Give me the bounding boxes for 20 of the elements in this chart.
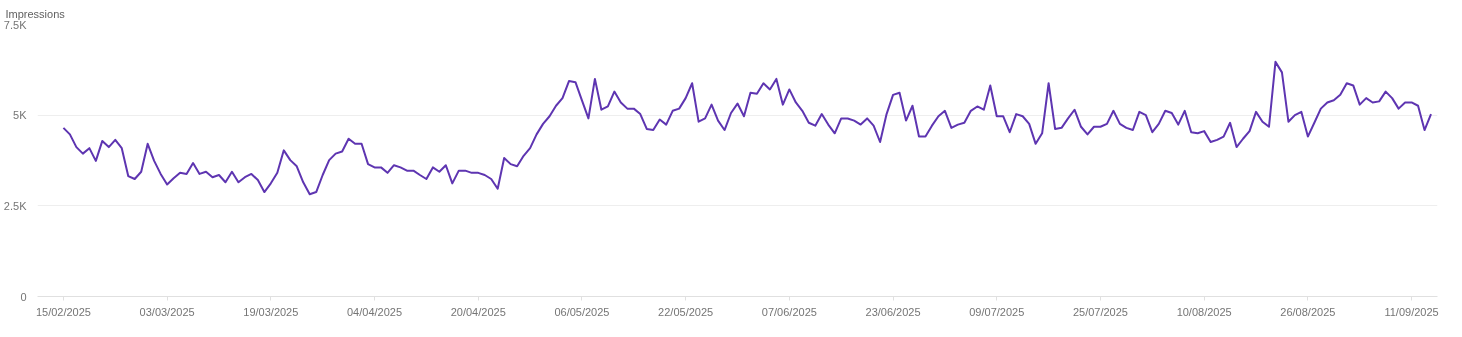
x-tick-label: 26/08/2025 — [1280, 305, 1336, 318]
x-tick-label: 10/08/2025 — [1176, 305, 1232, 318]
x-tick-label: 07/06/2025 — [761, 305, 817, 318]
x-tick-label: 25/07/2025 — [1072, 305, 1128, 318]
x-tick-label: 09/07/2025 — [969, 305, 1025, 318]
y-tick-label: 0 — [20, 290, 27, 303]
x-tick-label: 19/03/2025 — [243, 305, 299, 318]
x-tick-label: 06/05/2025 — [554, 305, 610, 318]
x-tick-label: 22/05/2025 — [658, 305, 714, 318]
y-tick-label: 5K — [13, 109, 28, 122]
y-tick-label: 2.5K — [3, 199, 28, 212]
x-tick-label: 11/09/2025 — [1384, 305, 1439, 318]
y-tick-label: 7.5K — [3, 18, 28, 31]
line-series — [62, 60, 1433, 196]
x-tick-label: 20/04/2025 — [450, 305, 506, 318]
y-axis-title: Impressions — [5, 7, 66, 20]
x-tick-label: 03/03/2025 — [139, 305, 195, 318]
x-tick-label: 23/06/2025 — [865, 305, 921, 318]
x-tick-label: 04/04/2025 — [347, 305, 403, 318]
x-tick-label: 15/02/2025 — [35, 305, 91, 318]
